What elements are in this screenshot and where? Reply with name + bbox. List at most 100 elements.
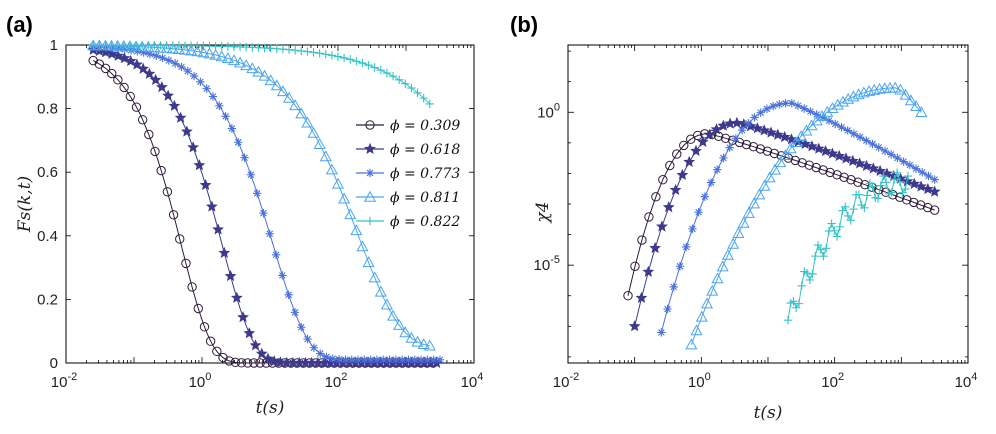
data-point	[827, 219, 836, 228]
data-point	[265, 229, 274, 239]
data-point	[309, 48, 318, 57]
data-point	[818, 113, 828, 122]
data-point	[748, 142, 759, 152]
data-point	[731, 116, 743, 128]
data-point	[125, 91, 135, 102]
data-point	[290, 308, 300, 317]
data-point	[663, 304, 672, 314]
data-point	[781, 99, 790, 108]
data-point	[784, 142, 797, 154]
data-point	[290, 46, 300, 55]
data-point	[309, 343, 319, 352]
legend-marker	[363, 190, 377, 202]
data-point	[180, 125, 193, 137]
data-point	[725, 143, 734, 152]
data-point	[236, 358, 247, 368]
series-a-3	[87, 39, 436, 351]
data-point	[284, 45, 294, 54]
data-point	[202, 84, 211, 93]
data-point	[423, 355, 432, 365]
data-point	[762, 146, 773, 156]
data-point	[744, 119, 753, 128]
data-point	[916, 200, 926, 210]
data-point	[149, 73, 162, 85]
data-point	[700, 297, 714, 309]
data-point	[364, 60, 373, 70]
data-point	[672, 149, 682, 159]
data-point	[397, 355, 407, 365]
data-point	[107, 43, 117, 53]
data-point	[857, 86, 870, 98]
y-tick-label-a-3: 0.6	[37, 164, 58, 181]
data-point	[651, 192, 661, 202]
data-point	[401, 79, 410, 88]
data-point	[131, 102, 142, 112]
series-line-a-2	[93, 46, 440, 361]
data-point	[852, 88, 865, 100]
legend-marker	[365, 168, 375, 178]
data-point	[839, 172, 849, 182]
data-point	[139, 48, 148, 57]
data-point	[249, 358, 259, 368]
data-point	[152, 51, 161, 61]
data-point	[199, 178, 212, 191]
data-point	[799, 137, 812, 150]
data-point	[368, 271, 381, 283]
data-point	[811, 162, 821, 173]
data-point	[685, 338, 698, 350]
data-point	[903, 171, 913, 181]
data-point	[255, 347, 268, 359]
data-point	[374, 285, 387, 297]
data-point	[762, 104, 772, 114]
data-point	[160, 41, 173, 53]
data-point	[806, 107, 815, 116]
data-point	[185, 44, 198, 56]
data-point	[193, 159, 206, 171]
data-point	[243, 327, 256, 339]
data-point	[307, 126, 320, 138]
y-tick-label-b-1: 100	[537, 101, 560, 121]
data-point	[419, 93, 428, 103]
data-point	[816, 245, 825, 254]
data-point	[696, 135, 709, 147]
data-point	[174, 111, 187, 123]
data-point	[887, 188, 896, 197]
series-line-b-3	[690, 87, 922, 345]
data-point	[669, 282, 678, 292]
data-point	[899, 88, 912, 100]
series-b-4	[783, 168, 913, 325]
data-point	[889, 81, 902, 93]
data-point	[706, 284, 719, 296]
data-point	[732, 227, 745, 239]
data-point	[862, 136, 871, 145]
data-point	[234, 56, 247, 68]
data-point	[880, 146, 890, 156]
data-point	[706, 178, 716, 187]
data-point	[297, 46, 306, 56]
x-tick-label-b-2: 102	[821, 371, 844, 391]
data-point	[205, 336, 216, 346]
data-point	[831, 98, 844, 110]
data-point	[623, 291, 633, 301]
data-point	[695, 310, 708, 322]
data-point	[713, 165, 722, 174]
data-point	[756, 108, 765, 117]
data-point	[230, 357, 241, 368]
data-point	[193, 303, 203, 314]
data-point	[218, 352, 228, 363]
data-point	[131, 58, 143, 70]
data-point	[289, 99, 302, 111]
data-point	[846, 175, 856, 185]
data-point	[197, 46, 210, 58]
data-point	[628, 320, 641, 332]
data-point	[268, 355, 281, 367]
data-point	[407, 83, 416, 93]
data-point	[162, 89, 175, 101]
data-point	[230, 291, 243, 303]
data-point	[212, 346, 222, 357]
data-point	[879, 171, 888, 181]
data-point	[863, 84, 876, 96]
data-point	[344, 208, 357, 220]
data-point	[399, 326, 412, 338]
